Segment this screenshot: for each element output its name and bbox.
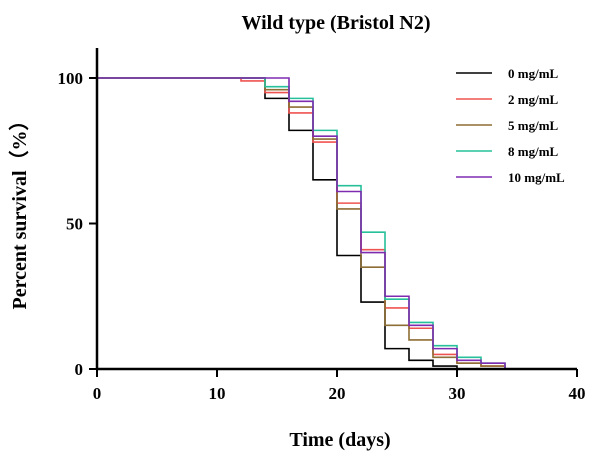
x-tick-label-1: 10 — [209, 384, 226, 403]
series-line-1 — [97, 77, 509, 370]
x-tick-label-3: 30 — [449, 384, 466, 403]
plot-area — [97, 77, 509, 370]
y-axis-label: Percent survival（%） — [8, 110, 31, 309]
legend-label-3: 8 mg/mL — [508, 144, 559, 159]
series-line-4 — [97, 77, 509, 370]
y-tick-label-0: 0 — [75, 360, 84, 379]
legend-label-0: 0 mg/mL — [508, 66, 559, 81]
legend-label-4: 10 mg/mL — [508, 170, 565, 185]
legend-label-2: 5 mg/mL — [508, 118, 559, 133]
x-tick-label-0: 0 — [93, 384, 102, 403]
series-line-2 — [97, 77, 509, 370]
y-tick-label-1: 50 — [66, 215, 83, 234]
y-axis: 0 50 100 — [58, 48, 99, 379]
series-line-3 — [97, 77, 509, 370]
x-tick-label-4: 40 — [569, 384, 586, 403]
legend-label-1: 2 mg/mL — [508, 92, 559, 107]
legend: 0 mg/mL 2 mg/mL 5 mg/mL 8 mg/mL 10 mg/mL — [456, 66, 565, 185]
x-tick-label-2: 20 — [329, 384, 346, 403]
x-axis-label: Time (days) — [289, 429, 390, 451]
y-tick-label-2: 100 — [58, 69, 84, 88]
x-axis: 0 10 20 30 40 — [93, 367, 586, 403]
chart-title: Wild type (Bristol N2) — [241, 12, 430, 34]
